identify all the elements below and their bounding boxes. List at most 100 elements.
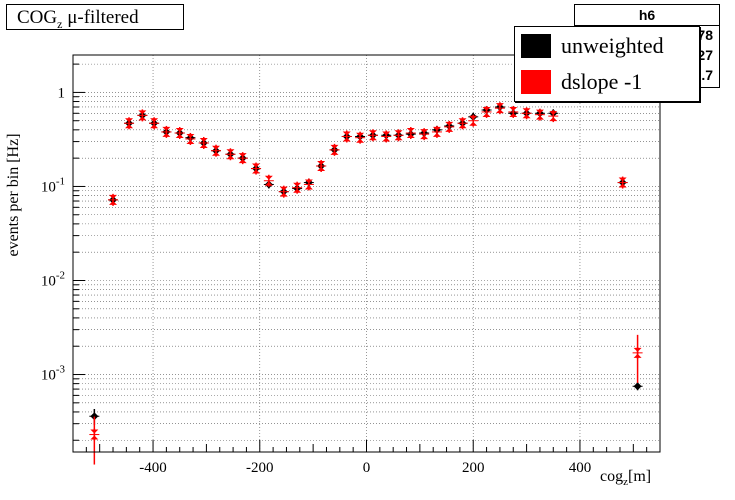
legend-label: dslope -1 <box>561 69 643 94</box>
legend-item-unweighted: unweighted <box>521 31 697 61</box>
data-point <box>406 128 415 133</box>
x-axis-label: cogz[m] <box>600 468 651 488</box>
data-point <box>175 134 184 139</box>
title-sub: z <box>57 16 63 31</box>
data-point <box>317 161 326 166</box>
data-point <box>522 114 531 119</box>
data-point <box>458 124 467 129</box>
y-tick-label: 1 <box>58 85 66 101</box>
x-tick-label: 400 <box>569 460 592 476</box>
data-point <box>342 131 351 136</box>
data-point <box>394 136 403 141</box>
y-axis-label: events per bin [Hz] <box>5 133 22 257</box>
data-point <box>293 182 302 187</box>
series-layer <box>89 102 643 465</box>
data-point <box>618 177 627 182</box>
data-point <box>368 130 377 135</box>
series-0 <box>89 102 643 426</box>
data-point <box>509 106 518 111</box>
x-tick-label: -400 <box>139 460 167 476</box>
data-point <box>125 118 134 123</box>
data-point <box>368 136 377 141</box>
chart-title: COGz μ-filtered <box>6 4 184 31</box>
data-point <box>304 179 313 184</box>
data-point <box>330 144 339 149</box>
data-point <box>138 116 147 121</box>
data-point <box>90 412 99 421</box>
data-point <box>175 128 184 133</box>
data-point <box>150 118 159 123</box>
legend-swatch <box>521 70 551 94</box>
y-tick-label: 10-3 <box>41 364 66 384</box>
stats-row: 27 <box>697 47 713 63</box>
data-point <box>226 149 235 154</box>
data-point <box>138 110 147 115</box>
x-tick-label: 200 <box>462 460 485 476</box>
data-point <box>445 121 454 126</box>
data-point <box>186 133 195 138</box>
data-point <box>458 118 467 123</box>
data-point <box>394 130 403 135</box>
stats-row: 78 <box>697 27 713 43</box>
data-point <box>522 108 531 113</box>
data-point <box>535 115 544 120</box>
data-point <box>406 134 415 139</box>
data-point <box>109 194 118 199</box>
data-point <box>150 124 159 129</box>
data-point <box>495 109 504 114</box>
x-axis-label-sub: z <box>623 476 628 489</box>
data-point <box>162 126 171 131</box>
data-point <box>482 112 491 117</box>
data-point <box>212 145 221 150</box>
y-tick-label: 10-1 <box>41 175 65 195</box>
data-point <box>264 175 273 180</box>
x-axis-label-main: cog <box>600 468 624 485</box>
x-tick-label: 0 <box>363 460 371 476</box>
stats-row: .7 <box>701 67 713 83</box>
data-point <box>330 150 339 155</box>
data-point <box>238 153 247 158</box>
data-point <box>199 137 208 142</box>
stats-title: h6 <box>575 5 719 26</box>
data-point <box>633 382 642 391</box>
y-tick-label: 10-2 <box>41 269 65 289</box>
title-main: COG <box>17 7 58 28</box>
data-point <box>356 132 365 137</box>
data-point <box>226 155 235 160</box>
title-suffix: μ-filtered <box>62 7 139 28</box>
legend-item-dslope: dslope -1 <box>521 67 697 97</box>
data-point <box>212 151 221 156</box>
grid <box>73 55 660 452</box>
data-point <box>469 121 478 126</box>
data-point <box>293 188 302 193</box>
data-point <box>618 183 627 188</box>
data-point <box>420 129 429 134</box>
data-point <box>238 159 247 164</box>
data-point <box>186 139 195 144</box>
data-point <box>252 163 261 168</box>
data-point <box>382 131 391 136</box>
plot-frame <box>72 54 661 453</box>
legend-swatch <box>521 34 551 58</box>
data-point <box>252 169 261 174</box>
x-axis-label-suffix: [m] <box>628 468 652 485</box>
axis-ticks: -400 -200 0 200 400 10-3 10-2 10-1 1 <box>41 63 661 476</box>
data-point <box>162 132 171 137</box>
x-tick-label: -200 <box>246 460 274 476</box>
data-point <box>304 185 313 190</box>
data-point <box>264 181 273 186</box>
data-point <box>445 127 454 132</box>
data-point <box>509 112 518 117</box>
data-point <box>342 137 351 142</box>
data-point <box>432 126 441 131</box>
data-point <box>549 111 558 116</box>
data-point <box>125 124 134 129</box>
data-point <box>199 143 208 148</box>
data-point <box>535 109 544 114</box>
data-point <box>109 200 118 205</box>
data-point <box>495 103 504 108</box>
data-point <box>279 192 288 197</box>
legend: unweighted dslope -1 <box>514 26 700 102</box>
legend-label: unweighted <box>561 33 664 58</box>
